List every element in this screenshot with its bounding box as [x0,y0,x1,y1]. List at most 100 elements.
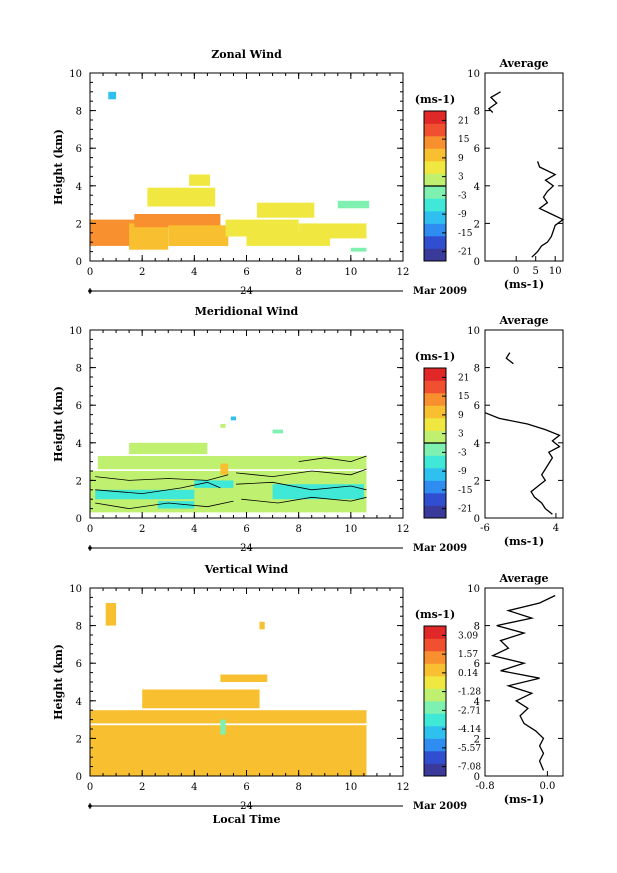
day-label: 24 [240,801,253,812]
colorbar-segment [424,418,446,431]
y-tick-label: 2 [76,734,82,745]
colorbar-tick-label: -1.28 [458,688,481,698]
x-tick-label: 4 [191,267,197,278]
colorbar-tick-label: 21 [458,373,469,383]
heatmap-cell [272,484,364,500]
colorbar: 3.09 1.57 0.14 -1.28 -2.71 -4.14 -5.57 -7.08 (ms… [415,608,481,777]
heatmap-cell [108,91,117,100]
profile-x-label: (ms-1) [504,278,544,291]
colorbar-segment [424,173,446,187]
colorbar-segment [424,148,446,162]
x-tick-label: 8 [295,524,301,535]
colorbar-segment [424,638,446,652]
y-tick-label: 2 [76,476,82,487]
day-label: 24 [240,286,253,297]
x-tick-label: 0 [87,782,93,793]
colorbar-label: (ms-1) [415,350,455,363]
y-tick-label: 0 [76,772,82,783]
y-tick-label: 6 [76,659,82,670]
colorbar-frame [423,625,447,777]
month-label: Mar 2009 [413,801,467,812]
heatmap-cell [220,463,229,475]
x-tick-label: 4 [191,782,197,793]
heatmap-cells [90,603,367,776]
colorbar-segment [424,161,446,174]
colorbar-tick-label: -3 [458,191,467,201]
colorbar-segment [424,480,446,494]
profile-y-tick-label: 8 [474,107,480,118]
x-tick-label: 6 [243,524,249,535]
average-profile: Average 0 2 4 6 8 10 -6 4 (ms-1) [467,314,564,548]
y-tick-label: 4 [76,182,82,193]
colorbar: 21 15 9 3 -3 -9 -15 -21 (ms-1) [415,350,473,519]
colorbar-tick-label: -3 [458,448,467,458]
y-axis-label: Height (km) [52,644,65,720]
profile-x-tick-label: 4 [553,523,559,534]
heatmap-cell [350,247,367,252]
zero-contour [95,481,221,495]
colorbar-segment [424,393,446,406]
y-tick-label: 8 [76,622,82,633]
heatmap-cell [194,480,234,488]
y-tick-label: 10 [69,69,82,80]
colorbar-tick-label: 3 [458,173,464,183]
y-tick-label: 0 [76,257,82,268]
y-tick-label: 2 [76,219,82,230]
x-tick-label: 0 [87,267,93,278]
colorbar-tick-label: -15 [458,486,473,496]
panel-title: Vertical Wind [204,563,289,576]
date-axis-marker [88,804,92,808]
colorbar-segment [424,626,446,639]
heatmap-cell [230,416,236,421]
colorbar-segment [424,223,446,237]
average-profile-line [490,594,556,771]
heatmap-cell [189,174,210,186]
profile-y-tick-label: 6 [474,659,480,670]
x-tick-label: 2 [139,267,145,278]
y-tick-label: 8 [76,364,82,375]
colorbar-tick-label: 15 [458,392,470,402]
colorbar-segment [424,676,446,689]
colorbar-tick-label: 21 [458,116,469,126]
y-tick-label: 0 [76,514,82,525]
x-tick-label: 10 [344,782,357,793]
profile-y-tick-label: 2 [474,476,480,487]
colorbar-tick-label: 1.57 [458,650,478,660]
heatmap-cell [220,424,226,428]
profile-frame [484,72,564,262]
colorbar-tick-label: -5.57 [458,744,481,754]
profile-y-tick-label: 4 [474,182,480,193]
average-profile-line [505,352,514,365]
heatmap-cell [256,202,315,218]
average-profile-line [484,412,561,515]
heatmap-cell [168,225,229,246]
profile-x-tick-label: 0.0 [539,781,555,792]
profile-y-tick-label: 2 [474,219,480,230]
zero-contour [236,481,367,491]
x-tick-label: 12 [397,782,410,793]
colorbar-segment [424,236,446,249]
profile-x-label: (ms-1) [504,535,544,548]
x-tick-label: 12 [397,267,410,278]
y-tick-label: 6 [76,144,82,155]
colorbar-tick-label: -9 [458,467,467,477]
profile-x-tick-label: 0 [513,266,519,277]
profile-y-tick-label: 0 [474,514,480,525]
profile-y-tick-label: 4 [474,697,480,708]
colorbar-segment [424,443,446,456]
colorbar-tick-label: 9 [458,154,464,164]
colorbar-tick-label: 0.14 [458,669,478,679]
heatmap-cell [220,674,268,682]
colorbar-segment [424,751,446,764]
x-tick-label: 2 [139,782,145,793]
y-axis-label: Height (km) [52,386,65,462]
y-axis-label: Height (km) [52,129,65,205]
colorbar-segment [424,505,446,519]
month-label: Mar 2009 [413,286,467,297]
colorbar-segment [424,248,446,262]
x-tick-label: 6 [243,782,249,793]
average-title: Average [498,57,548,70]
colorbar-segment [424,468,446,481]
heatmap-cell [220,719,226,735]
